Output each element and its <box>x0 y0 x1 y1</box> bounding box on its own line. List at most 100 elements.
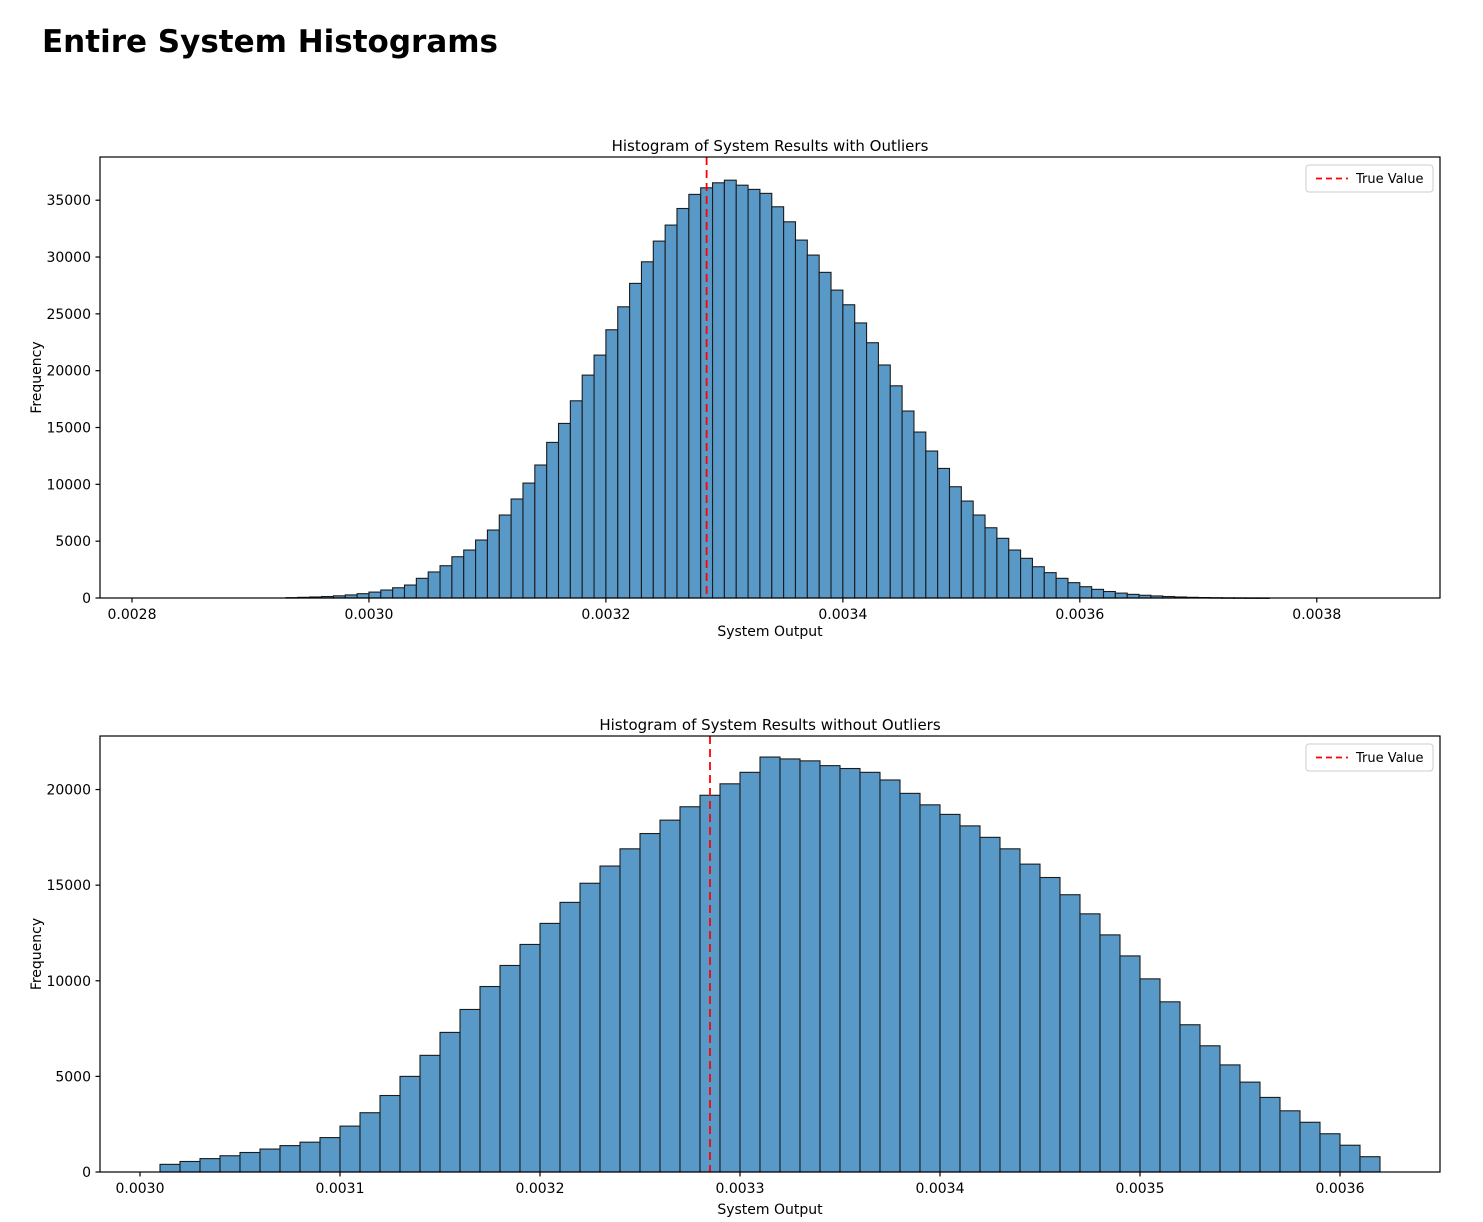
histogram-bar <box>676 207 690 599</box>
histogram-bar <box>723 179 737 599</box>
x-tick-label: 0.0031 <box>316 1181 365 1197</box>
histogram-bar <box>399 1075 421 1173</box>
histogram-bar <box>359 1112 381 1173</box>
histogram-bar <box>479 985 501 1173</box>
histogram-bar <box>557 422 571 599</box>
histogram-bar <box>937 467 951 599</box>
histogram-bar <box>819 765 841 1173</box>
x-axis-label: System Output <box>717 1202 823 1218</box>
plot-frame <box>99 156 1441 599</box>
histogram-bar <box>522 482 536 599</box>
legend <box>1305 164 1434 193</box>
histogram-bar <box>866 342 879 599</box>
histogram-bar <box>1019 863 1041 1173</box>
histogram-bar <box>1059 894 1081 1173</box>
histogram-bar <box>640 261 654 599</box>
histogram-bar <box>599 865 621 1173</box>
histogram-bar <box>475 539 488 599</box>
histogram-bar <box>652 240 666 599</box>
histogram-bar <box>239 1151 261 1173</box>
y-tick-label: 20000 <box>46 783 91 799</box>
histogram-bar <box>451 556 465 599</box>
histogram-bar <box>1239 1081 1261 1173</box>
histogram-bar <box>1199 1045 1221 1173</box>
histogram-bar <box>899 792 921 1173</box>
histogram-bar <box>415 577 429 599</box>
histogram-bar <box>1020 557 1033 599</box>
histogram-bar <box>368 591 382 599</box>
y-tick-label: 5000 <box>55 1069 91 1085</box>
chart-title: Histogram of System Results with Outlier… <box>612 137 929 155</box>
chart-title: Histogram of System Results without Outl… <box>599 716 941 734</box>
histogram-bar <box>735 184 749 599</box>
histogram-bar <box>605 329 619 599</box>
histogram-bar <box>617 306 631 599</box>
histogram-bar <box>569 400 583 599</box>
histogram-bar <box>1279 1110 1301 1173</box>
histogram-bar <box>403 584 417 599</box>
histogram-bar <box>498 514 512 599</box>
histogram-bar <box>779 758 801 1173</box>
y-tick-label: 10000 <box>46 477 91 493</box>
histogram-bar <box>901 410 915 599</box>
histogram-bar <box>1319 1133 1341 1173</box>
histogram-bar <box>1179 1024 1201 1173</box>
histogram-bar <box>984 527 998 599</box>
plot-frame <box>99 735 1441 1173</box>
histogram-bar <box>259 1148 281 1173</box>
legend-label: True Value <box>1355 172 1423 187</box>
histogram-bar <box>159 1163 181 1173</box>
histogram-bar <box>739 771 761 1173</box>
histogram-bar <box>679 806 701 1173</box>
chart-without-outliers <box>95 735 1441 1177</box>
histogram-bar <box>579 882 601 1173</box>
histogram-bar <box>1114 592 1128 599</box>
histogram-bar <box>688 193 702 599</box>
legend-box <box>1305 164 1434 193</box>
histogram-bar <box>806 254 820 599</box>
histogram-bar <box>830 289 844 599</box>
histogram-bar <box>581 374 595 599</box>
histogram-bar <box>486 529 500 599</box>
y-tick-label: 15000 <box>46 878 91 894</box>
histogram-bar <box>859 771 881 1173</box>
histogram-bar <box>593 354 607 599</box>
histogram-bar <box>659 819 681 1173</box>
histogram-bar <box>539 922 561 1173</box>
histogram-bar <box>1299 1121 1321 1173</box>
histogram-bar <box>1043 572 1057 599</box>
histogram-bar <box>279 1145 301 1173</box>
histogram-bar <box>1159 1001 1181 1173</box>
histogram-bar <box>380 589 394 599</box>
histogram-bar <box>439 565 453 599</box>
histogram-bar <box>1067 582 1081 599</box>
x-tick-label: 0.0030 <box>344 607 393 623</box>
histogram-bar <box>419 1054 441 1173</box>
histogram-bar <box>799 760 821 1173</box>
histogram-bar <box>299 1141 321 1173</box>
histogram-bar <box>356 593 370 599</box>
histogram-bar <box>711 182 725 599</box>
histogram-bar <box>759 192 773 599</box>
histogram-bar <box>771 206 785 599</box>
x-tick-label: 0.0033 <box>716 1181 765 1197</box>
histogram-bar <box>339 1125 361 1173</box>
x-tick-label: 0.0034 <box>818 607 867 623</box>
histogram-bar <box>499 964 521 1173</box>
histogram-bar <box>960 500 974 599</box>
x-tick-label: 0.0034 <box>916 1181 965 1197</box>
histogram-bar <box>783 221 797 599</box>
histogram-bar <box>629 282 642 599</box>
histogram-bar <box>889 385 903 599</box>
x-tick-label: 0.0036 <box>1055 607 1104 623</box>
histogram-bar <box>379 1094 401 1173</box>
histogram-bar <box>1008 549 1022 599</box>
histogram-bar <box>842 304 856 599</box>
histogram-bar <box>639 832 661 1173</box>
x-tick-label: 0.0038 <box>1292 607 1341 623</box>
y-tick-label: 15000 <box>46 421 91 437</box>
x-tick-label: 0.0032 <box>581 607 630 623</box>
histogram-bar <box>1219 1064 1241 1173</box>
histogram-bar <box>1102 590 1116 599</box>
